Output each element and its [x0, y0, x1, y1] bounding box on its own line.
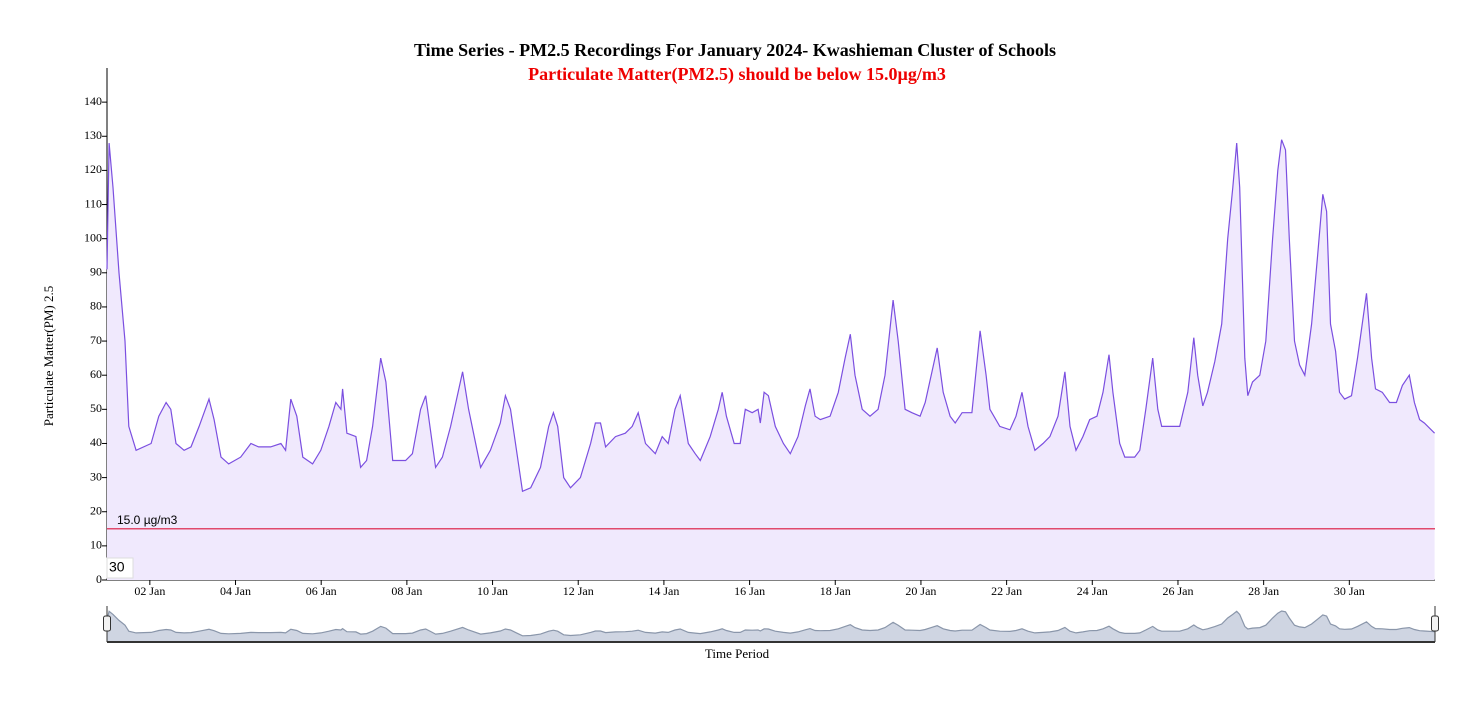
x-tick-label: 08 Jan: [391, 584, 422, 598]
y-tick-label: 30: [90, 469, 102, 483]
x-tick-label: 18 Jan: [820, 584, 851, 598]
y-tick-label: 120: [84, 162, 102, 176]
y-tick-label: 130: [84, 128, 102, 142]
y-tick-label: 110: [84, 196, 102, 210]
x-tick-label: 26 Jan: [1162, 584, 1193, 598]
x-tick-label: 30 Jan: [1334, 584, 1365, 598]
pm25-area: [107, 139, 1435, 580]
y-tick-label: 50: [90, 401, 102, 415]
y-tick-label: 10: [90, 538, 102, 552]
y-tick-label: 60: [90, 367, 102, 381]
navigator-handle[interactable]: [103, 615, 111, 632]
y-tick-label: 20: [90, 503, 102, 517]
navigator-handle[interactable]: [1431, 615, 1439, 632]
x-tick-label: 28 Jan: [1248, 584, 1279, 598]
y-tick-label: 40: [90, 435, 102, 449]
x-tick-label: 10 Jan: [477, 584, 508, 598]
y-axis-label: Particulate Matter(PM) 2.5: [41, 286, 56, 426]
zoom-box: [106, 557, 134, 579]
x-tick-label: 24 Jan: [1077, 584, 1108, 598]
y-tick-label: 0: [96, 572, 102, 586]
navigator-line: [106, 610, 1435, 637]
chart-title: Time Series - PM2.5 Recordings For Janua…: [414, 40, 1056, 60]
x-tick-label: 06 Jan: [306, 584, 337, 598]
x-tick-label: 12 Jan: [563, 584, 594, 598]
x-tick-label: 02 Jan: [134, 584, 165, 598]
y-tick-label: 100: [84, 230, 102, 244]
y-tick-label: 80: [90, 299, 102, 313]
chart-subtitle: Particulate Matter(PM2.5) should be belo…: [528, 64, 946, 85]
x-tick-label: 14 Jan: [648, 584, 679, 598]
x-tick-label: 22 Jan: [991, 584, 1022, 598]
zoom-label: 30: [109, 559, 125, 575]
y-tick-label: 90: [90, 265, 102, 279]
threshold-label: 15.0 µg/m3: [117, 513, 178, 527]
y-tick-label: 70: [90, 333, 102, 347]
x-tick-label: 16 Jan: [734, 584, 765, 598]
x-axis-label: Time Period: [705, 646, 770, 661]
x-tick-label: 20 Jan: [905, 584, 936, 598]
y-tick-label: 140: [84, 94, 102, 108]
pm25-line: [106, 139, 1436, 493]
x-tick-label: 04 Jan: [220, 584, 251, 598]
